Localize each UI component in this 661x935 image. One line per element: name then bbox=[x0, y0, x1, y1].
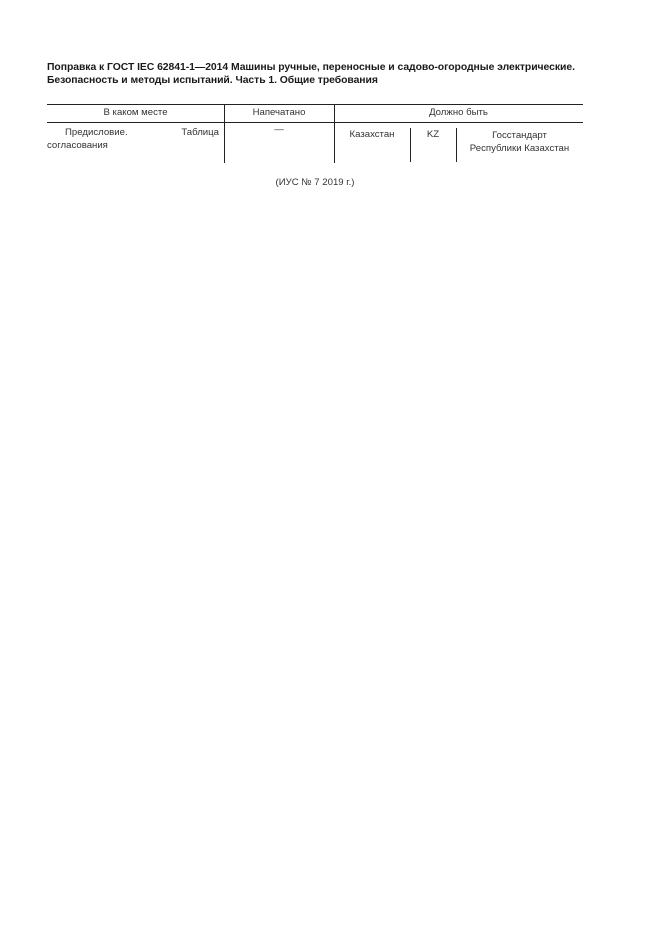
cell-body: Госстандарт Республики Казахстан bbox=[456, 130, 583, 155]
cell-printed: — bbox=[274, 124, 284, 135]
cell-body-line2: Республики Казахстан bbox=[469, 142, 570, 154]
header-place: В каком месте bbox=[103, 107, 168, 118]
table-top-rule bbox=[47, 104, 583, 105]
column-divider bbox=[334, 104, 335, 163]
column-divider bbox=[224, 104, 225, 163]
header-rule bbox=[47, 122, 583, 123]
header-should-be: Должно быть bbox=[429, 107, 488, 118]
sub-column-divider bbox=[410, 128, 411, 162]
cell-code: KZ bbox=[426, 129, 440, 140]
cell-place: Предисловие. Таблица согласования bbox=[47, 127, 219, 151]
sub-column-divider bbox=[456, 128, 457, 162]
document-title: Поправка к ГОСТ IEC 62841-1—2014 Машины … bbox=[47, 62, 575, 86]
cell-body-line1: Госстандарт bbox=[492, 130, 547, 141]
source-note: (ИУС № 7 2019 г.) bbox=[275, 177, 355, 188]
cell-country: Казахстан bbox=[349, 129, 395, 140]
header-printed: Напечатано bbox=[252, 107, 306, 118]
